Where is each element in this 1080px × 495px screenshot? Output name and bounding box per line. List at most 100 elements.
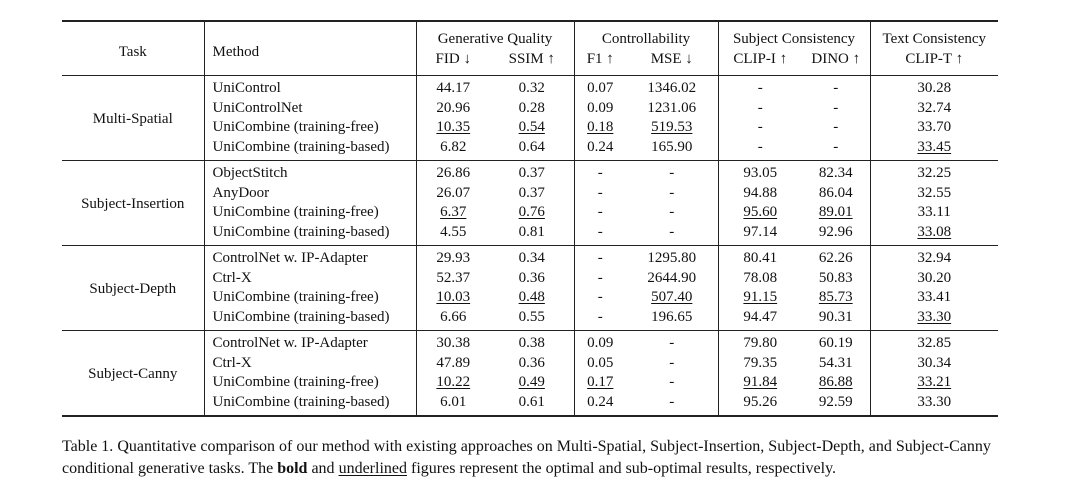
method-cell: UniCombine (training-free) xyxy=(203,373,416,393)
method-cell: UniCombine (training-based) xyxy=(203,137,416,161)
f1-cell: - xyxy=(573,160,626,184)
f1-cell: - xyxy=(573,307,626,331)
clip-t-cell: 33.30 xyxy=(869,392,998,416)
f1-cell: 0.18 xyxy=(573,118,626,138)
table-row: UniCombine (training-based) 4.55 0.81 - … xyxy=(62,222,998,246)
dino-cell: 50.83 xyxy=(818,269,853,286)
mse-cell: - xyxy=(669,223,675,240)
method-cell: Ctrl-X xyxy=(203,268,416,288)
dino-cell: 54.31 xyxy=(818,354,853,371)
header-mse: MSE ↓ xyxy=(650,50,693,67)
fid-cell: 6.01 xyxy=(415,392,490,416)
table-row: Ctrl-X 47.89 0.36 0.05 - 79.35 54.31 30.… xyxy=(62,353,998,373)
group-subject-insertion: Subject-Insertion ObjectStitch 26.86 0.3… xyxy=(62,160,998,246)
clip-t-cell: 32.55 xyxy=(869,183,998,203)
mse-cell: 507.40 xyxy=(626,288,718,308)
clip-t-cell: 33.08 xyxy=(869,222,998,246)
f1-cell: - xyxy=(573,203,626,223)
ssim-value: 0.54 xyxy=(518,119,545,135)
table-row: UniCombine (training-free) 10.35 0.54 0.… xyxy=(62,118,998,138)
dino-value: 85.73 xyxy=(818,289,853,305)
fid-value: 10.03 xyxy=(436,289,471,305)
ssim-cell: 0.76 xyxy=(490,203,574,223)
clip-i-cell: 80.41 xyxy=(717,245,802,269)
clip-t-cell: 32.25 xyxy=(869,160,998,184)
method-cell: UniControl xyxy=(203,75,416,99)
fid-cell: 6.82 xyxy=(415,137,490,161)
fid-cell: 52.37 xyxy=(415,268,490,288)
ssim-cell: 0.36 xyxy=(518,269,545,286)
clip-i-cell: 94.47 xyxy=(717,307,802,331)
f1-value: 0.17 xyxy=(587,374,614,390)
ssim-cell: 0.49 xyxy=(490,373,574,393)
header-clip-i: CLIP-I ↑ xyxy=(717,49,802,76)
dino-cell: 86.04 xyxy=(818,184,853,201)
header-fid: FID ↓ xyxy=(415,49,490,76)
fid-cell: 30.38 xyxy=(415,330,490,354)
clip-t-cell: 32.94 xyxy=(869,245,998,269)
clip-i-cell: - xyxy=(717,118,802,138)
table-row: AnyDoor 26.07 0.37 - - 94.88 86.04 32.55 xyxy=(62,183,998,203)
clip-t-cell: 33.11 xyxy=(869,203,998,223)
results-table: Task Method Generative Quality Controlla… xyxy=(62,20,998,417)
group-subject-canny: Subject-Canny ControlNet w. IP-Adapter 3… xyxy=(62,330,998,416)
clip-i-cell: - xyxy=(717,98,802,118)
method-cell: UniCombine (training-free) xyxy=(203,118,416,138)
header-generative-quality: Generative Quality xyxy=(415,21,574,50)
clip-t-cell: 30.28 xyxy=(869,75,998,99)
clip-i-cell: 95.60 xyxy=(717,203,802,223)
table-row: Ctrl-X 52.37 0.36 - 2644.90 78.08 50.83 … xyxy=(62,268,998,288)
clip-t-value: 33.30 xyxy=(917,308,952,325)
mse-cell: 1295.80 xyxy=(647,250,697,266)
group-multi-spatial: Multi-Spatial UniControl 44.17 0.32 0.07… xyxy=(62,75,998,161)
header-task: Task xyxy=(118,43,147,60)
table-caption: Table 1. Quantitative comparison of our … xyxy=(62,436,1052,480)
ssim-cell: 0.54 xyxy=(490,118,574,138)
clip-t-cell: 33.41 xyxy=(869,288,998,308)
dino-cell: 90.31 xyxy=(818,308,853,325)
mse-cell: - xyxy=(669,165,675,181)
fid-cell: 20.96 xyxy=(415,98,490,118)
header-controllability: Controllability xyxy=(573,21,718,50)
ssim-cell: 0.81 xyxy=(518,223,545,240)
f1-cell: 0.09 xyxy=(573,98,626,118)
fid-value: 10.35 xyxy=(436,119,471,135)
fid-cell: 6.66 xyxy=(415,307,490,331)
dino-cell: - xyxy=(833,80,839,96)
ssim-cell: 0.38 xyxy=(518,335,545,351)
f1-cell: - xyxy=(573,183,626,203)
f1-cell: 0.07 xyxy=(573,75,626,99)
caption-underline-word: underlined xyxy=(338,460,407,477)
clip-i-cell: 79.35 xyxy=(717,353,802,373)
f1-cell: 0.24 xyxy=(573,137,626,161)
dino-cell: - xyxy=(833,99,839,116)
task-label: Multi-Spatial xyxy=(92,110,173,127)
table-row: Subject-Insertion ObjectStitch 26.86 0.3… xyxy=(62,160,998,212)
ssim-value: 0.48 xyxy=(518,289,545,305)
caption-bold-word: bold xyxy=(277,460,308,477)
clip-t-cell: 33.45 xyxy=(869,137,998,161)
fid-cell: 47.89 xyxy=(415,353,490,373)
header-ssim: SSIM ↑ xyxy=(508,50,555,67)
group-subject-depth: Subject-Depth ControlNet w. IP-Adapter 2… xyxy=(62,245,998,331)
method-cell: UniCombine (training-based) xyxy=(203,307,416,331)
dino-cell: 92.59 xyxy=(818,393,853,410)
ssim-cell: 0.28 xyxy=(518,99,545,116)
method-cell: ControlNet w. IP-Adapter xyxy=(203,245,416,269)
ssim-cell: 0.36 xyxy=(518,354,545,371)
method-cell: UniControlNet xyxy=(203,98,416,118)
ssim-cell: 0.37 xyxy=(518,184,545,201)
clip-i-cell: 93.05 xyxy=(717,160,802,184)
table-row: UniCombine (training-based) 6.82 0.64 0.… xyxy=(62,137,998,161)
f1-cell: - xyxy=(573,288,626,308)
fid-cell: 26.07 xyxy=(415,183,490,203)
f1-cell: 0.09 xyxy=(573,330,626,354)
dino-cell: 82.34 xyxy=(818,165,853,181)
header-f1: F1 ↑ xyxy=(573,49,626,76)
dino-value: 86.88 xyxy=(818,374,853,390)
clip-t-cell: 33.70 xyxy=(869,118,998,138)
method-cell: Ctrl-X xyxy=(203,353,416,373)
dino-cell: 86.88 xyxy=(802,373,870,393)
mse-cell: 2644.90 xyxy=(647,269,697,286)
f1-cell: 0.24 xyxy=(573,392,626,416)
